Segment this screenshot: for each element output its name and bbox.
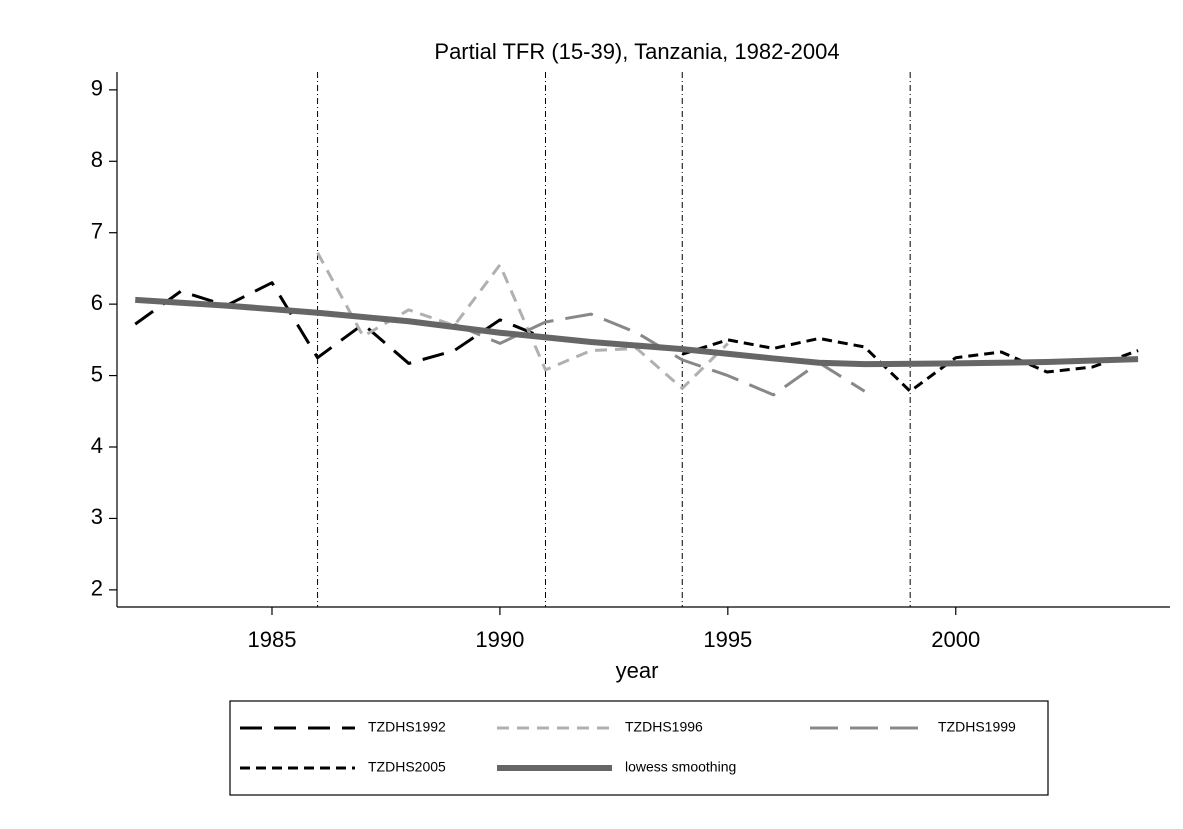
- x-tick-label: 1995: [703, 627, 752, 652]
- x-axis-label: year: [616, 658, 659, 683]
- y-tick-label: 3: [91, 504, 103, 529]
- x-tick-label: 1990: [475, 627, 524, 652]
- y-tick-label: 7: [91, 219, 103, 244]
- legend-label: TZDHS1999: [938, 719, 1016, 735]
- legend-label: TZDHS1992: [368, 719, 446, 735]
- chart-title: Partial TFR (15-39), Tanzania, 1982-2004: [434, 39, 839, 64]
- legend-label: TZDHS1996: [625, 719, 703, 735]
- y-tick-label: 6: [91, 290, 103, 315]
- legend-box: [229, 700, 1049, 796]
- series-line: [681, 336, 1139, 393]
- y-tick-label: 2: [91, 576, 103, 601]
- legend-label: TZDHS2005: [368, 759, 446, 775]
- y-tick-label: 4: [91, 433, 103, 458]
- x-tick-label: 1985: [248, 627, 297, 652]
- y-tick-label: 9: [91, 76, 103, 101]
- series-line: [134, 281, 547, 365]
- series-line: [316, 251, 729, 390]
- x-tick-label: 2000: [931, 627, 980, 652]
- y-tick-label: 8: [91, 147, 103, 172]
- y-tick-label: 5: [91, 361, 103, 386]
- legend-label: lowess smoothing: [625, 759, 736, 775]
- series-line: [135, 296, 1139, 368]
